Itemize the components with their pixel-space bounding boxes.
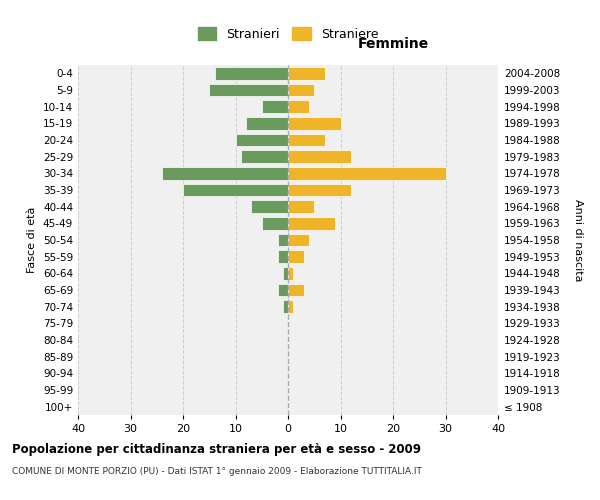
Bar bbox=[288, 250, 304, 263]
Bar bbox=[288, 84, 314, 96]
Bar bbox=[288, 217, 335, 230]
Bar bbox=[246, 117, 288, 130]
Text: COMUNE DI MONTE PORZIO (PU) - Dati ISTAT 1° gennaio 2009 - Elaborazione TUTTITAL: COMUNE DI MONTE PORZIO (PU) - Dati ISTAT… bbox=[12, 468, 422, 476]
Bar bbox=[288, 117, 341, 130]
Bar bbox=[288, 284, 304, 296]
Bar bbox=[241, 150, 288, 163]
Bar bbox=[283, 267, 288, 280]
Bar bbox=[283, 300, 288, 313]
Bar bbox=[277, 284, 288, 296]
Bar bbox=[288, 100, 309, 113]
Bar bbox=[262, 100, 288, 113]
Bar bbox=[215, 67, 288, 80]
Legend: Stranieri, Straniere: Stranieri, Straniere bbox=[193, 22, 383, 46]
Bar bbox=[288, 267, 293, 280]
Bar bbox=[288, 300, 293, 313]
Bar bbox=[288, 67, 325, 80]
Bar bbox=[162, 167, 288, 179]
Bar bbox=[251, 200, 288, 213]
Bar bbox=[277, 234, 288, 246]
Bar bbox=[209, 84, 288, 96]
Bar bbox=[288, 184, 351, 196]
Bar bbox=[235, 134, 288, 146]
Bar bbox=[277, 250, 288, 263]
Bar bbox=[183, 184, 288, 196]
Bar bbox=[288, 150, 351, 163]
Text: Femmine: Femmine bbox=[358, 37, 428, 51]
Bar bbox=[288, 234, 309, 246]
Bar bbox=[288, 134, 325, 146]
Text: Popolazione per cittadinanza straniera per età e sesso - 2009: Popolazione per cittadinanza straniera p… bbox=[12, 442, 421, 456]
Bar bbox=[288, 167, 445, 179]
Y-axis label: Fasce di età: Fasce di età bbox=[28, 207, 37, 273]
Y-axis label: Anni di nascita: Anni di nascita bbox=[573, 198, 583, 281]
Bar bbox=[262, 217, 288, 230]
Bar bbox=[288, 200, 314, 213]
